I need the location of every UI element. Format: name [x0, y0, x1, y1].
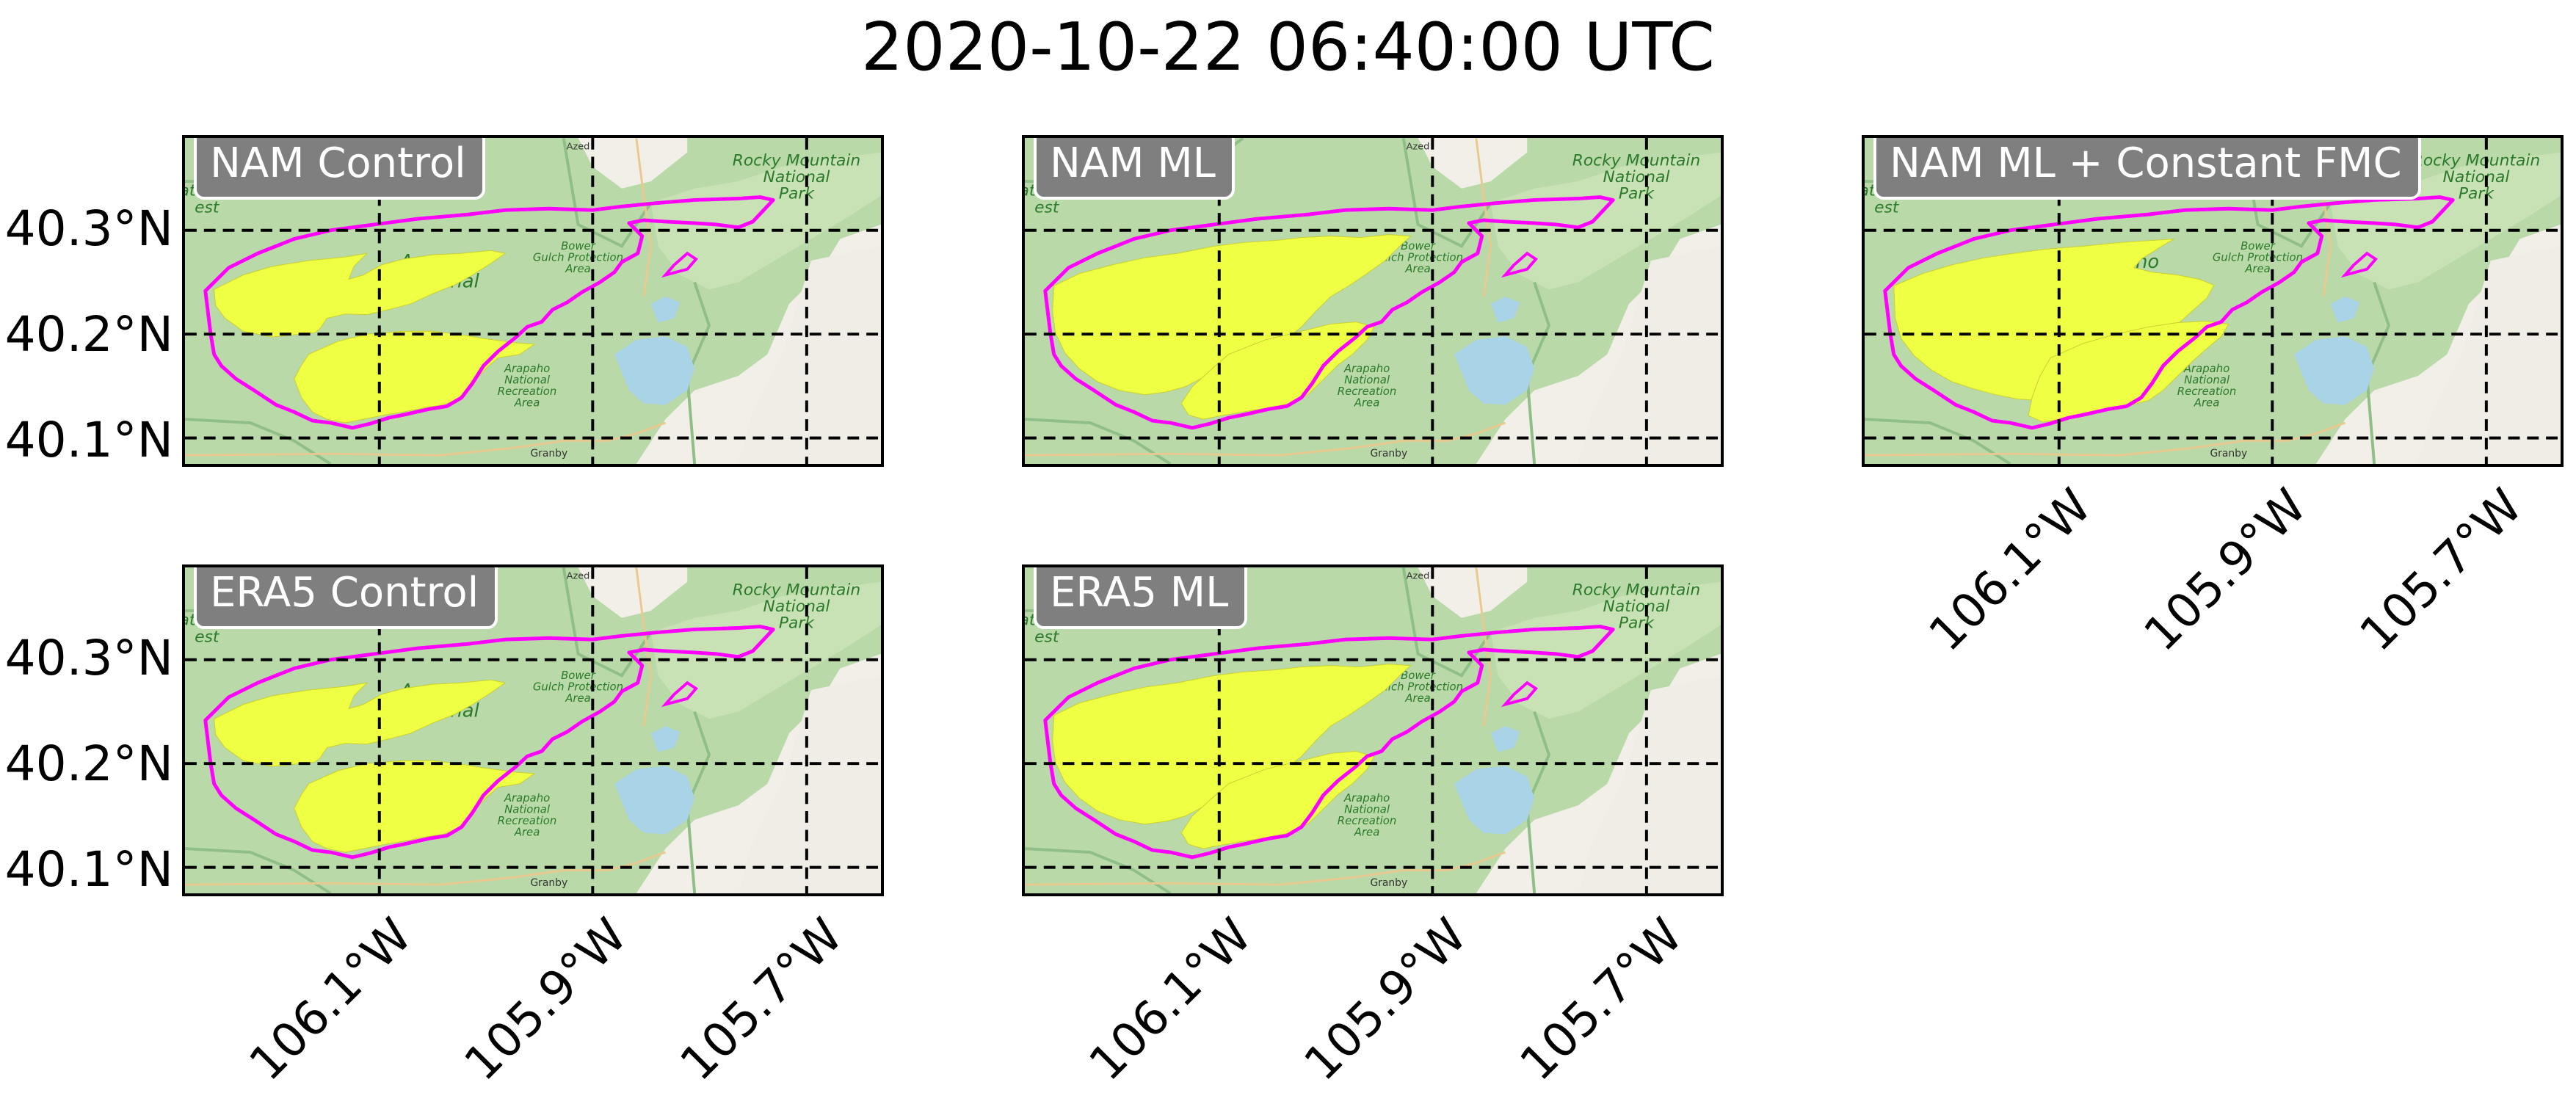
- burned-area-1: [214, 679, 507, 767]
- fire-perimeter-spot: [1501, 680, 1539, 708]
- fire-perimeter-spot: [661, 680, 699, 708]
- gulch-label: Bower Gulch Protection Area: [533, 669, 623, 705]
- lat-tick-label: 40.1°N: [4, 412, 173, 468]
- fire-perimeter: [1043, 195, 1615, 430]
- lake-shadow-mountain: [2330, 297, 2360, 323]
- recreation-label: Arapaho National Recreation Area: [1338, 792, 1397, 838]
- lon-tick-label: 105.9°W: [454, 908, 638, 1092]
- lon-tick-label: 105.9°W: [2134, 479, 2318, 662]
- lon-tick-label: 105.7°W: [670, 908, 854, 1092]
- park-area: [1490, 152, 1721, 290]
- gulch-label: Bower Gulch Protection Area: [1373, 669, 1463, 705]
- town-label: Granby: [2210, 448, 2247, 460]
- lake-granby: [614, 336, 695, 405]
- panel-label: NAM ML + Constant FMC: [1873, 138, 2421, 200]
- burned-area-1: [1052, 234, 1412, 396]
- recreation-label: Arapaho National Recreation Area: [498, 792, 557, 838]
- town-small-label: Azed: [1407, 571, 1430, 582]
- park-label: Rocky Mountain National Park: [733, 581, 861, 632]
- panel-label: ERA5 Control: [194, 567, 498, 629]
- lon-tick-label: 105.7°W: [1510, 908, 1694, 1092]
- lake-granby: [2294, 336, 2375, 405]
- lake-shadow-mountain: [1490, 297, 1520, 323]
- burned-area-1: [214, 250, 507, 338]
- fire-perimeter: [1883, 195, 2455, 430]
- lake-granby: [1454, 766, 1535, 835]
- town-label: Granby: [1370, 877, 1407, 889]
- lat-tick-label: 40.2°N: [4, 306, 173, 363]
- lake-granby: [1454, 336, 1535, 405]
- open-area: [738, 246, 881, 464]
- burned-area-2: [2028, 321, 2229, 423]
- open-area: [738, 675, 881, 893]
- fire-perimeter-spot: [1501, 251, 1539, 278]
- town-small-label: Azed: [1407, 142, 1430, 153]
- lon-tick-label: 106.1°W: [1079, 908, 1263, 1092]
- town-label: Granby: [530, 877, 567, 889]
- lat-tick-label: 40.1°N: [4, 841, 173, 898]
- fire-perimeter: [1043, 625, 1615, 860]
- burned-area-1: [1052, 664, 1412, 825]
- panel-label: NAM ML: [1034, 138, 1235, 200]
- recreation-label: Arapaho National Recreation Area: [1338, 363, 1397, 409]
- lon-tick-label: 105.9°W: [1294, 908, 1478, 1092]
- lat-tick-label: 40.2°N: [4, 736, 173, 792]
- lat-tick-label: 40.3°N: [4, 200, 173, 257]
- lat-tick-label: 40.3°N: [4, 630, 173, 686]
- park-area: [1490, 581, 1721, 719]
- park-label: Rocky Mountain National Park: [1572, 581, 1701, 632]
- town-small-label: Azed: [567, 142, 590, 153]
- panel-label: NAM Control: [194, 138, 485, 200]
- burned-area-2: [1180, 750, 1375, 849]
- recreation-label: Arapaho National Recreation Area: [498, 363, 557, 409]
- park-area: [650, 581, 881, 719]
- open-area: [2417, 246, 2561, 464]
- park-label: Rocky Mountain National Park: [733, 151, 861, 203]
- fire-perimeter: [203, 195, 775, 430]
- park-label: Rocky Mountain National Park: [2412, 151, 2541, 203]
- open-area: [1578, 246, 1721, 464]
- recreation-label: Arapaho National Recreation Area: [2177, 363, 2237, 409]
- lake-shadow-mountain: [1490, 726, 1520, 752]
- figure-title: 2020-10-22 06:40:00 UTC: [861, 9, 1715, 86]
- town-label: Granby: [530, 448, 567, 460]
- lon-tick-label: 106.1°W: [239, 908, 423, 1092]
- lake-shadow-mountain: [650, 726, 681, 752]
- lon-tick-label: 106.1°W: [1919, 479, 2102, 662]
- park-label: Rocky Mountain National Park: [1572, 151, 1701, 203]
- fire-perimeter-spot: [661, 251, 699, 278]
- town-label: Granby: [1370, 448, 1407, 460]
- gulch-label: Bower Gulch Protection Area: [2213, 240, 2303, 275]
- lake-granby: [614, 766, 695, 835]
- open-area: [1578, 675, 1721, 893]
- lake-shadow-mountain: [650, 297, 681, 323]
- gulch-label: Bower Gulch Protection Area: [1373, 240, 1463, 275]
- town-small-label: Azed: [567, 571, 590, 582]
- fire-perimeter: [203, 625, 775, 860]
- park-area: [650, 152, 881, 290]
- lon-tick-label: 105.7°W: [2350, 479, 2533, 662]
- gulch-label: Bower Gulch Protection Area: [533, 240, 623, 275]
- burned-area-2: [1180, 321, 1375, 420]
- fire-perimeter-spot: [2340, 251, 2379, 278]
- panel-label: ERA5 ML: [1034, 567, 1248, 629]
